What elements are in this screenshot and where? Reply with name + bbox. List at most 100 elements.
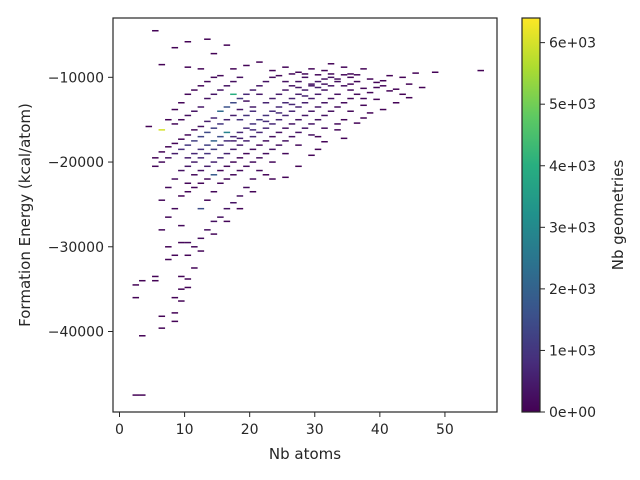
heatmap-cell (236, 131, 244, 134)
heatmap-cell (217, 89, 224, 91)
heatmap-cell (327, 97, 335, 100)
heatmap-cell (230, 93, 237, 96)
heatmap-cell (197, 148, 205, 151)
heatmap-cell (132, 284, 140, 286)
heatmap-cell (340, 74, 348, 76)
heatmap-cell (197, 68, 205, 70)
heatmap-cell (171, 207, 179, 210)
heatmap-cell (405, 83, 413, 85)
x-tick-label: 50 (436, 422, 454, 438)
heatmap-cell (249, 89, 257, 91)
heatmap-cell (360, 104, 367, 107)
heatmap-cell (288, 73, 296, 75)
heatmap-cell (184, 286, 192, 289)
heatmap-cell (386, 90, 393, 92)
heatmap-cell (230, 114, 237, 117)
heatmap-cell (379, 108, 387, 111)
heatmap-cell (197, 106, 205, 108)
colorbar-label: Nb geometries (609, 160, 627, 271)
heatmap-cell (392, 88, 400, 90)
heatmap-cell (379, 85, 387, 87)
heatmap-cell (152, 157, 159, 159)
heatmap-cell (360, 117, 367, 119)
heatmap-cell (282, 152, 289, 155)
heatmap-cell (236, 207, 244, 210)
heatmap-cell (204, 38, 211, 40)
heatmap-cell (236, 76, 244, 79)
heatmap-cell (386, 74, 393, 77)
heatmap-cell (217, 144, 224, 146)
heatmap-cell (321, 78, 328, 80)
heatmap-cell (132, 296, 140, 299)
heatmap-cell (262, 114, 270, 117)
heatmap-cell (165, 186, 172, 189)
heatmap-cell (314, 74, 322, 76)
heatmap-cell (334, 80, 341, 83)
heatmap-cell (223, 106, 231, 108)
y-tick-label: −20000 (48, 155, 104, 171)
heatmap-cell (275, 144, 283, 146)
heatmap-cell (236, 169, 244, 172)
heatmap-cell (308, 97, 315, 100)
heatmap-cell (262, 80, 270, 83)
heatmap-cell (178, 300, 185, 302)
heatmap-cell (373, 81, 380, 84)
heatmap-cell (399, 76, 406, 79)
heatmap-cell (165, 258, 172, 261)
heatmap-cell (230, 68, 237, 70)
heatmap-cell (197, 237, 205, 240)
heatmap-cell (373, 86, 380, 89)
heatmap-cell (334, 93, 341, 96)
plot-frame (112, 17, 498, 413)
heatmap-cell (366, 112, 374, 114)
heatmap-cell (184, 93, 192, 96)
heatmap-cell (347, 97, 354, 100)
heatmap-cell (236, 137, 244, 140)
heatmap-cell (230, 148, 237, 151)
heatmap-cell (184, 190, 192, 193)
heatmap-cell (158, 229, 166, 231)
heatmap-cell (197, 135, 205, 138)
heatmap-cell (217, 74, 224, 77)
heatmap-cell (262, 140, 270, 142)
heatmap-cell (282, 176, 289, 179)
heatmap-cell (204, 144, 211, 146)
heatmap-cell (236, 97, 244, 100)
heatmap-cell (256, 118, 263, 121)
heatmap-cell (334, 78, 341, 80)
heatmap-cell (210, 174, 218, 176)
heatmap-cell (230, 174, 237, 176)
heatmap-cell (249, 123, 257, 125)
heatmap-cell (145, 125, 153, 128)
heatmap-cell (269, 76, 276, 79)
heatmap-cell (334, 106, 341, 108)
heatmap-cell (295, 144, 302, 146)
heatmap-cell (327, 76, 335, 79)
heatmap-cell (204, 80, 211, 83)
heatmap-cell (191, 174, 198, 176)
heatmap-cell (282, 102, 289, 104)
heatmap-cell (269, 110, 276, 112)
heatmap-cell (269, 135, 276, 138)
heatmap-cell (230, 102, 237, 104)
heatmap-cell (412, 72, 419, 74)
heatmap-cell (321, 140, 328, 143)
heatmap-cell (243, 140, 250, 142)
heatmap-cell (353, 93, 361, 96)
heatmap-cell (269, 161, 276, 163)
heatmap-cell (204, 97, 211, 100)
heatmap-cell (223, 118, 231, 121)
heatmap-cell (314, 93, 322, 96)
heatmap-cell (210, 117, 218, 119)
heatmap-cell (243, 114, 250, 117)
heatmap-cell (327, 63, 335, 65)
x-tick-label: 40 (371, 422, 389, 438)
heatmap-cell (301, 102, 309, 104)
heatmap-cell (178, 138, 185, 140)
heatmap-cell (223, 44, 231, 46)
heatmap-cell (210, 190, 218, 193)
heatmap-cell (249, 135, 257, 138)
heatmap-cell (178, 195, 185, 197)
heatmap-cell (197, 169, 205, 172)
colorbar-tick-label: 6e+03 (549, 36, 596, 52)
